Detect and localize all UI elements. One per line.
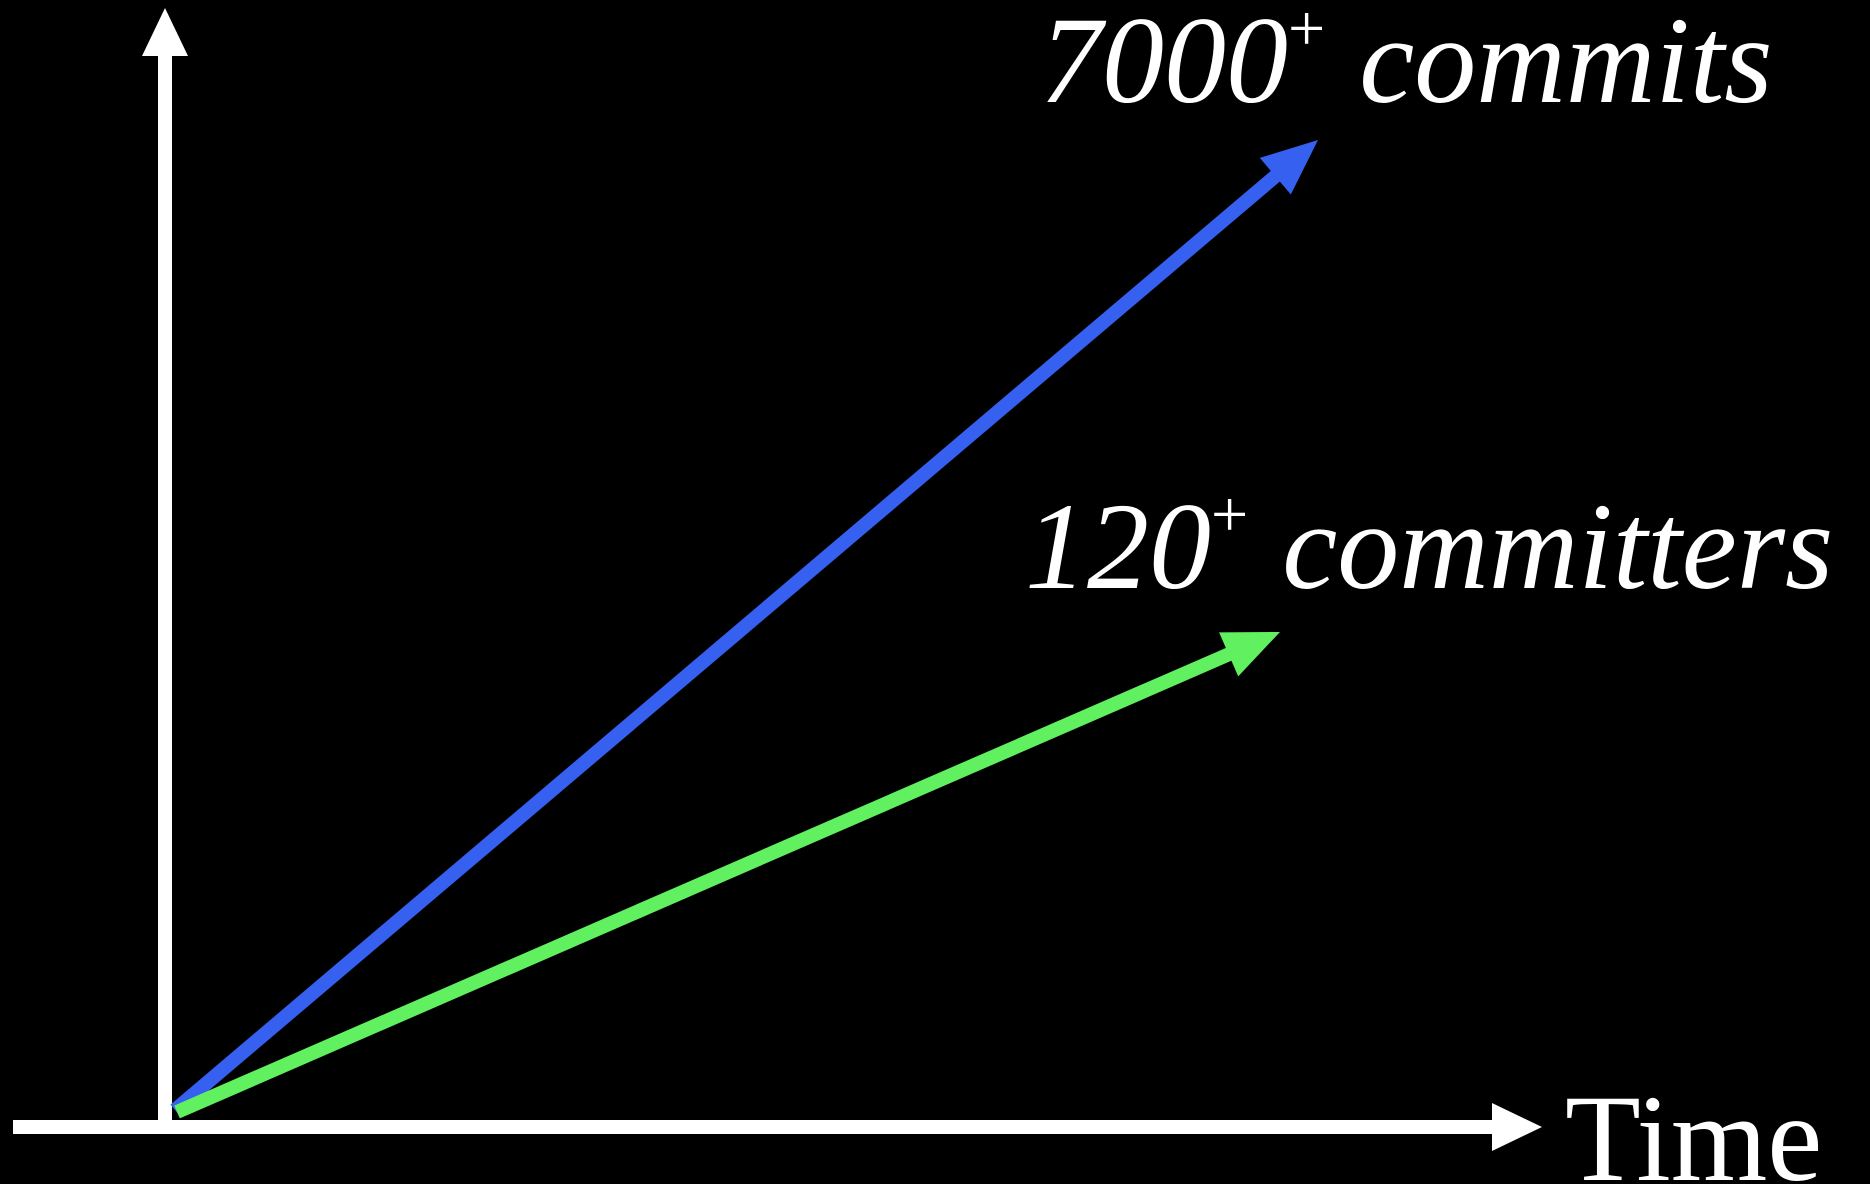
series-label-suffix: + — [1288, 0, 1325, 65]
series-label-commits: 7000+ commits — [1040, 0, 1773, 129]
series-label-suffix: + — [1211, 478, 1248, 551]
series-label-committers: 120+ committers — [1025, 478, 1833, 615]
x-axis-label: Time — [1565, 1070, 1822, 1184]
y-axis-arrowhead — [142, 8, 188, 56]
series-line-commits — [170, 168, 1283, 1116]
series-label-value: 7000 — [1040, 0, 1288, 129]
series-arrowhead-committers — [1219, 632, 1280, 677]
series-line-committers — [174, 646, 1236, 1119]
x-axis-arrowhead — [1492, 1103, 1542, 1151]
y-axis — [142, 8, 188, 1122]
series-1: 120+ committers — [174, 478, 1833, 1119]
x-axis: Time — [13, 1070, 1822, 1184]
series-label-unit: committers — [1282, 478, 1833, 615]
series-arrowhead-commits — [1259, 140, 1318, 195]
series-label-value: 120 — [1025, 478, 1211, 615]
series-label-unit: commits — [1359, 0, 1772, 129]
series-0: 7000+ commits — [170, 0, 1773, 1116]
